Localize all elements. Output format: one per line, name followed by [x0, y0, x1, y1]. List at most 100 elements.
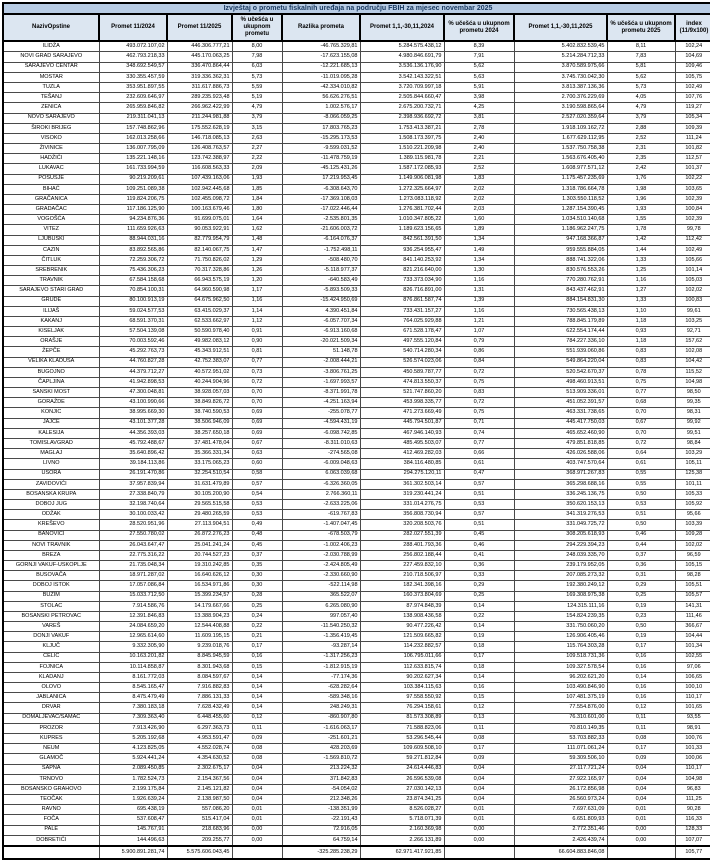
value-cell: 1,29: [231, 254, 283, 267]
municipality-name-cell: ORAŠJE: [2, 336, 100, 348]
municipality-name-cell: BUŽIM: [2, 590, 100, 602]
column-header: Promet 11/2024: [98, 13, 168, 42]
value-cell: 1,26: [231, 265, 283, 277]
municipality-name-cell: [2, 845, 100, 860]
value-cell: 99,61: [674, 305, 710, 317]
value-cell: 0,09: [443, 753, 515, 765]
value-cell: 103,65: [674, 183, 710, 195]
value-cell: 1,30: [443, 265, 515, 277]
value-cell: 83.892.565,86: [98, 244, 168, 256]
value-cell: 6,03: [231, 61, 283, 73]
value-cell: 0,30: [231, 580, 283, 592]
value-cell: 1,27: [606, 285, 676, 297]
value-cell: 101,37: [674, 163, 710, 175]
value-cell: 0,15: [231, 661, 283, 673]
value-cell: 30.105.200,90: [166, 488, 233, 501]
value-cell: 0,83: [443, 387, 515, 399]
municipality-name-cell: BANOVIĆI: [2, 529, 100, 541]
value-cell: 0,16: [606, 661, 676, 673]
value-cell: 7,91: [443, 51, 515, 63]
value-cell: 77.554.876,00: [513, 702, 608, 714]
value-cell: 997.057,40: [281, 610, 361, 623]
value-cell: 0,51: [606, 509, 676, 521]
value-cell: 154.824.239,35: [513, 610, 608, 623]
value-cell: 5,91: [443, 81, 515, 94]
value-cell: 5.205.192,68: [98, 732, 168, 745]
value-cell: 111,25: [674, 794, 710, 806]
value-cell: 119.824.206,75: [98, 193, 168, 206]
value-cell: 99,78: [674, 224, 710, 236]
value-cell: 0,14: [231, 671, 283, 684]
value-cell: 106,65: [674, 671, 710, 684]
value-cell: -6.098.742,85: [281, 427, 361, 440]
value-cell: 288.401.793,36: [359, 539, 445, 551]
value-cell: 876.861.587,74: [359, 295, 445, 307]
table-row: MOSTAR 330.355.457,59 319.336.362,31 5,73 -1…: [2, 71, 710, 83]
value-cell: 7.628.432,49: [166, 702, 233, 714]
value-cell: -1.752.498,11: [281, 244, 361, 256]
value-cell: 0,18: [443, 641, 515, 653]
value-cell: 213.224,32: [281, 763, 361, 775]
value-cell: -4.251.163,94: [281, 397, 361, 409]
value-cell: 0,14: [443, 671, 515, 684]
value-cell: 0,51: [443, 519, 515, 531]
municipality-name-cell: VITEZ: [2, 224, 100, 236]
value-cell: 0,53: [231, 509, 283, 521]
value-cell: 1,96: [606, 193, 676, 206]
value-cell: 102.942.445,68: [166, 183, 233, 195]
value-cell: 1,98: [606, 183, 676, 195]
value-cell: 0,77: [231, 356, 283, 368]
value-cell: 1,34: [443, 254, 515, 267]
value-cell: 239.179.952,05: [513, 560, 608, 572]
value-cell: 98,91: [674, 722, 710, 734]
value-cell: 311.617.886,73: [166, 81, 233, 94]
table-row: VISOKO 162.013.258,66 146.718.085,13 2,63 -1…: [2, 132, 710, 145]
value-cell: -8.066.059,25: [281, 112, 361, 124]
value-cell: -20.021.509,34: [281, 336, 361, 348]
value-cell: 72.916,05: [281, 824, 361, 836]
municipality-name-cell: ŽEPČE: [2, 346, 100, 358]
value-cell: 0,58: [231, 468, 283, 480]
municipality-name-cell: ČAPLJINA: [2, 376, 100, 389]
value-cell: -11.019.095,28: [281, 71, 361, 83]
value-cell: 119,27: [674, 102, 710, 114]
value-cell: 110,17: [674, 763, 710, 775]
value-cell: 1,62: [231, 224, 283, 236]
value-cell: 76.310.601,00: [513, 712, 608, 724]
table-row: DRVAR 7.380.183,18 7.628.432,49 0,14 248.249…: [2, 702, 710, 714]
value-cell: 24.084.659,20: [98, 621, 168, 633]
value-cell: 44.379.712,27: [98, 366, 168, 378]
value-cell: 784.227.336,10: [513, 336, 608, 348]
value-cell: 111.071.061,24: [513, 743, 608, 755]
value-cell: 26.560.973,24: [513, 794, 608, 806]
value-cell: 5,73: [606, 81, 676, 94]
value-cell: 1.510.221.209,98: [359, 143, 445, 155]
table-row: PALE 145.767,91 218.683,96 0,00 72.916,05 2.1…: [2, 824, 710, 836]
value-cell: 445.417.750,03: [513, 417, 608, 429]
value-cell: 87.974.848,39: [359, 600, 445, 612]
value-cell: 90.219.209,61: [98, 173, 168, 185]
value-cell: 99,92: [674, 417, 710, 429]
table-row: BOSANSKA KRUPA 27.338.840,79 30.105.200,90…: [2, 488, 710, 501]
value-cell: 2,09: [231, 163, 283, 175]
value-cell: 105,77: [674, 845, 710, 860]
value-cell: 0,12: [606, 702, 676, 714]
value-cell: 7.914.586,76: [98, 600, 168, 612]
value-cell: 0,01: [606, 814, 676, 826]
value-cell: 100,76: [674, 732, 710, 745]
value-cell: 1.563.676.405,40: [513, 153, 608, 165]
value-cell: 0,19: [606, 631, 676, 643]
value-cell: 842.561.391,50: [359, 234, 445, 246]
value-cell: 64.675.962,50: [166, 295, 233, 307]
value-cell: 0,55: [606, 478, 676, 490]
value-cell: 4.552.028,74: [166, 743, 233, 755]
value-cell: 123.742.388,97: [166, 153, 233, 165]
value-cell: 2,31: [606, 143, 676, 155]
value-cell: 0,00: [606, 834, 676, 847]
value-cell: 445.170.063,25: [166, 51, 233, 63]
value-cell: 57.504.139,08: [98, 326, 168, 338]
value-cell: 63.415.029,37: [166, 305, 233, 317]
municipality-name-cell: GRUDE: [2, 295, 100, 307]
value-cell: 3,15: [231, 122, 283, 134]
value-cell: -138.351,99: [281, 804, 361, 816]
